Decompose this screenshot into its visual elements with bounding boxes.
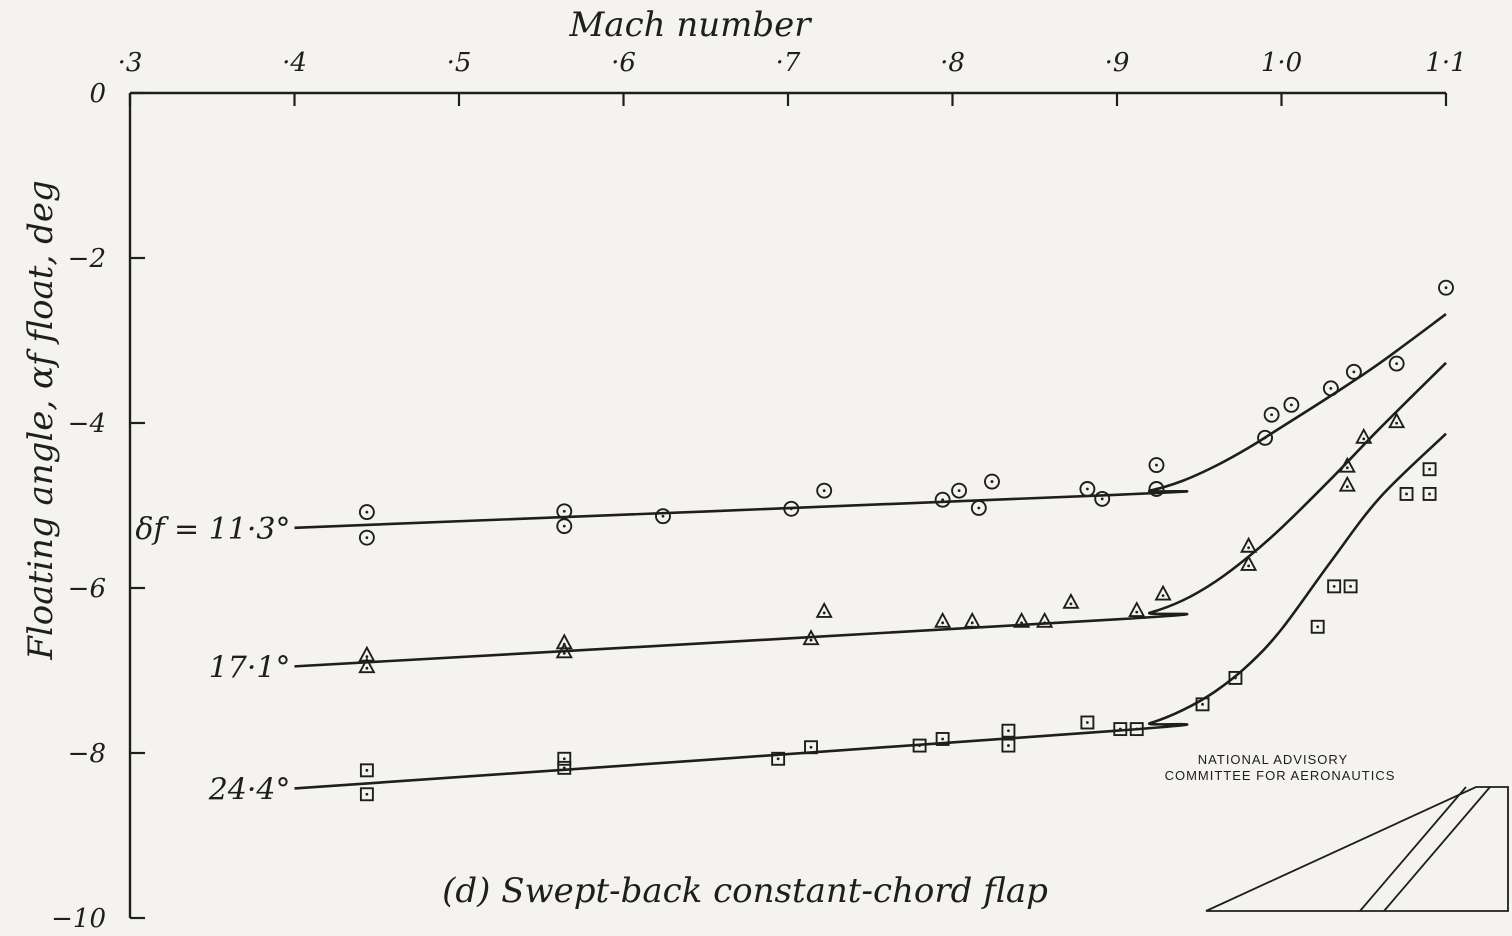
y-axis-title: Floating angle, αf float, deg (21, 180, 61, 660)
fit-line-17-1 (294, 361, 1447, 668)
square-marker (1195, 697, 1210, 712)
x-tick-label: ·7 (776, 48, 801, 78)
triangle-marker (555, 642, 573, 659)
x-tick-label: ·4 (282, 48, 307, 78)
data-markers (358, 279, 1454, 802)
square-marker (1001, 738, 1016, 753)
circle-marker (1079, 481, 1096, 497)
triangle-marker (358, 657, 376, 674)
square-marker (1327, 579, 1342, 594)
triangle-marker (1338, 456, 1356, 473)
circle-marker (655, 508, 671, 525)
circle-marker (783, 500, 800, 517)
x-ticks: ·3 ·4 ·5 ·6 ·7 ·8 ·9 1·0 1·1 (118, 48, 1467, 106)
circle-marker (358, 529, 375, 546)
circle-marker (556, 518, 573, 535)
x-tick-label: ·5 (447, 48, 472, 78)
square-marker (557, 760, 572, 775)
square-marker (1310, 619, 1325, 634)
circle-marker (358, 504, 375, 521)
x-tick-label: ·9 (1105, 48, 1130, 78)
square-marker (1113, 722, 1128, 737)
square-marker (359, 763, 374, 778)
square-marker (1001, 723, 1016, 738)
x-tick-label: 1·0 (1261, 48, 1302, 78)
y-tick-label: −6 (68, 574, 106, 604)
series-label-24-4: 24·4° (208, 772, 291, 807)
triangle-marker (1338, 475, 1356, 492)
circle-marker (934, 491, 951, 508)
triangle-marker (1128, 601, 1146, 618)
square-marker (1129, 722, 1144, 737)
credit-line-2: COMMITTEE FOR AERONAUTICS (1165, 768, 1396, 783)
square-marker (1422, 487, 1437, 501)
circle-marker (951, 482, 968, 499)
y-tick-label: −4 (68, 409, 106, 439)
x-tick-label: 1·1 (1425, 48, 1466, 78)
triangle-marker (1012, 611, 1031, 628)
axes (128, 91, 1446, 918)
x-tick-label: ·3 (118, 48, 143, 78)
y-tick-label: 0 (89, 79, 106, 109)
chart-caption: (d) Swept-back constant-chord flap (442, 871, 1048, 911)
x-axis-title: Mach number (568, 5, 812, 45)
circle-marker (1438, 279, 1454, 296)
circle-marker (1345, 363, 1362, 380)
circle-marker (1322, 380, 1339, 397)
triangle-marker (1154, 584, 1172, 601)
triangle-marker (1355, 427, 1373, 444)
triangle-marker (1062, 592, 1080, 609)
square-marker (359, 787, 374, 802)
circle-marker (970, 500, 987, 516)
y-tick-label: −10 (51, 904, 106, 934)
series-labels: δf = 11·3° 17·1° 24·4° (135, 512, 290, 808)
circle-marker (1148, 457, 1165, 474)
triangle-marker (963, 611, 981, 628)
square-marker (557, 751, 572, 766)
triangle-marker (1036, 611, 1054, 628)
square-marker (804, 740, 818, 755)
flap-planform-sketch (1205, 786, 1509, 912)
circle-marker (1257, 429, 1274, 446)
square-marker (912, 738, 927, 753)
circle-marker (1148, 481, 1165, 497)
circle-marker (1263, 406, 1280, 423)
credit-line-1: NATIONAL ADVISORY (1198, 752, 1348, 767)
square-marker (1343, 579, 1358, 594)
triangle-marker (1388, 412, 1406, 429)
square-marker (1228, 670, 1243, 685)
square-marker (771, 751, 786, 766)
series-label-17-1: 17·1° (209, 650, 291, 685)
circle-marker (1388, 355, 1405, 372)
square-marker (1399, 487, 1414, 501)
fit-line-24-4 (294, 432, 1447, 790)
triangle-marker (934, 611, 952, 628)
x-tick-label: ·8 (940, 48, 965, 78)
triangle-marker (1240, 536, 1258, 553)
y-tick-label: −2 (68, 244, 106, 274)
square-marker (935, 732, 950, 746)
circle-marker (1094, 490, 1111, 507)
triangle-marker (815, 601, 833, 618)
square-marker (1080, 715, 1095, 730)
square-marker (1422, 462, 1437, 477)
x-tick-label: ·6 (611, 48, 636, 78)
series-label-11-3: δf = 11·3° (135, 512, 290, 547)
circle-marker (1283, 396, 1300, 413)
y-ticks: 0 −2 −4 −6 −8 −10 (51, 79, 145, 934)
circle-marker (984, 473, 1000, 490)
triangle-marker (1240, 554, 1258, 571)
triangle-marker (802, 629, 820, 646)
y-tick-label: −8 (68, 739, 106, 769)
circle-marker (816, 482, 833, 499)
fit-lines (294, 313, 1447, 790)
